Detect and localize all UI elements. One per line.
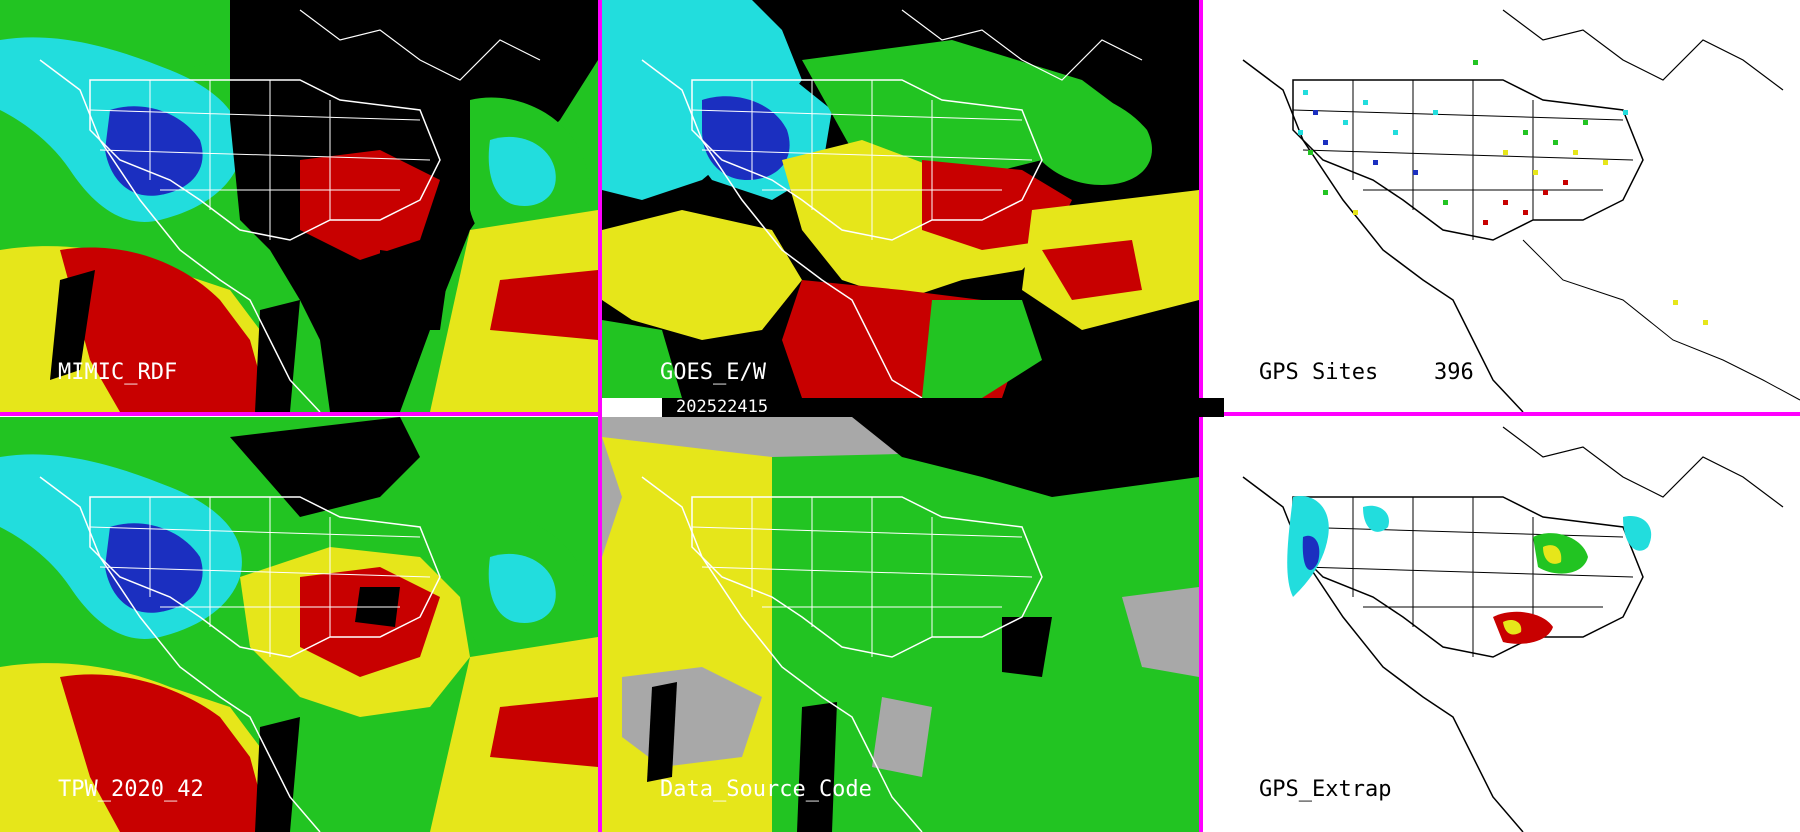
data-source-map-image xyxy=(602,417,1199,832)
panel-label: GPS_Extrap xyxy=(1259,777,1392,802)
gps-sites-map-image xyxy=(1203,0,1800,412)
panel-divider xyxy=(598,0,602,832)
moisture-map-image xyxy=(0,417,598,832)
map-panel-data-source-code[interactable]: Data_Source_Code xyxy=(602,417,1199,832)
panel-divider xyxy=(1203,412,1800,416)
panel-divider xyxy=(0,412,602,416)
map-panel-gps-extrap[interactable]: GPS_Extrap xyxy=(1203,417,1800,832)
panel-label: Data_Source_Code xyxy=(660,777,872,802)
panel-label: TPW_2020_42 xyxy=(58,777,204,802)
gps-site-markers xyxy=(1298,60,1708,325)
site-count: 396 xyxy=(1434,360,1474,385)
panel-label: GPS Sites xyxy=(1259,360,1379,385)
panel-label: GOES_E/W xyxy=(660,360,766,385)
timestamp-bar: 202522415 xyxy=(662,398,1224,417)
moisture-map-image xyxy=(0,0,598,412)
gps-extrap-map-image xyxy=(1203,417,1800,832)
panel-label: MIMIC_RDF xyxy=(58,360,178,385)
map-panel-mimic-rdf[interactable]: MIMIC_RDF xyxy=(0,0,598,412)
map-panel-goes-ew[interactable]: GOES_E/W xyxy=(602,0,1199,398)
map-panel-gps-sites[interactable]: GPS Sites 396 xyxy=(1203,0,1800,412)
timestamp: 202522415 xyxy=(676,397,769,417)
moisture-map-image xyxy=(602,0,1199,398)
map-panel-tpw-2020-42[interactable]: TPW_2020_42 xyxy=(0,417,598,832)
